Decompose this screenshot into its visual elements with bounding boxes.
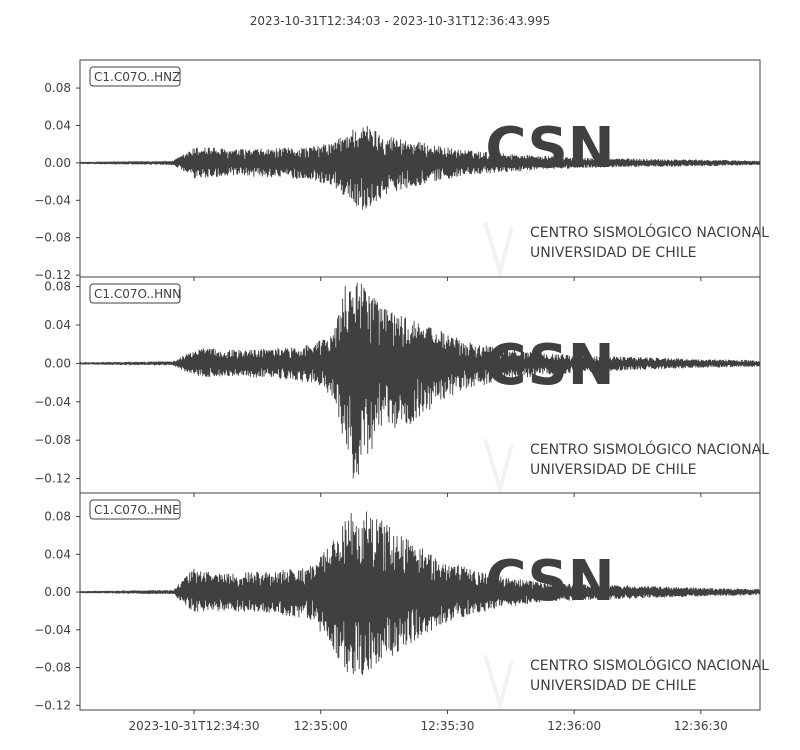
watermark-logo-text: CSN <box>485 549 614 614</box>
watermark-line2: UNIVERSIDAD DE CHILE <box>530 678 697 694</box>
x-axis: 2023-10-31T12:34:30 12:35:00 12:35:30 12:36… <box>129 719 728 733</box>
y-tick-label: 0.00 <box>44 156 71 170</box>
channel-label: C1.C07O..HNZ <box>89 66 181 87</box>
x-tick-label: 12:35:00 <box>294 719 348 733</box>
channel-label-box <box>89 499 181 520</box>
y-tick-label: −0.12 <box>34 268 71 282</box>
channel-label-text: C1.C07O..HNZ <box>94 70 180 84</box>
y-tick-label: 0.08 <box>44 510 71 524</box>
panel-2: CSN CENTRO SISMOLÓGICO NACIONAL UNIVERSIDA… <box>34 492 769 714</box>
y-tick-label: 0.04 <box>44 118 71 132</box>
channel-label-box <box>89 66 181 87</box>
panel-0: CSN CENTRO SISMOLÓGICO NACIONAL UNIVERSIDA… <box>34 59 769 282</box>
channel-label-text: C1.C07O..HNE <box>94 503 180 517</box>
x-tick-label: 12:35:30 <box>421 719 475 733</box>
y-tick-label: 0.04 <box>44 318 71 332</box>
panel-frame <box>79 492 761 711</box>
y-tick-label: −0.04 <box>34 395 71 409</box>
y-tick-label: 0.08 <box>44 280 71 294</box>
y-tick-label: −0.12 <box>34 698 71 712</box>
y-tick-label: 0.00 <box>44 356 71 370</box>
waveform-trace <box>79 282 761 479</box>
x-tick-label: 12:36:30 <box>674 719 728 733</box>
watermark-line1: CENTRO SISMOLÓGICO NACIONAL <box>530 656 769 674</box>
channel-label: C1.C07O..HNE <box>89 499 181 520</box>
watermark-line1: CENTRO SISMOLÓGICO NACIONAL <box>530 440 769 458</box>
x-tick-label: 12:36:00 <box>547 719 601 733</box>
y-tick-label: −0.04 <box>34 193 71 207</box>
x-tick-label: 2023-10-31T12:34:30 <box>129 719 260 733</box>
y-tick-label: −0.12 <box>34 472 71 486</box>
watermark-w-mark <box>483 438 514 497</box>
waveform-trace <box>79 511 761 676</box>
y-tick-label: 0.04 <box>44 547 71 561</box>
watermark-logo-text: CSN <box>485 116 614 181</box>
y-tick-label: 0.00 <box>44 585 71 599</box>
watermark-w-mark <box>483 654 514 713</box>
watermark-logo: CSN CENTRO SISMOLÓGICO NACIONAL UNIVERSIDA… <box>483 116 769 280</box>
watermark-logo: CSN CENTRO SISMOLÓGICO NACIONAL UNIVERSIDA… <box>483 549 769 713</box>
y-tick-label: −0.08 <box>34 661 71 675</box>
waveform-trace <box>79 125 761 210</box>
y-tick-label: −0.04 <box>34 623 71 637</box>
channel-label-text: C1.C07O..HNN <box>94 287 181 301</box>
y-tick-label: 0.08 <box>44 81 71 95</box>
watermark-line2: UNIVERSIDAD DE CHILE <box>530 462 697 478</box>
watermark-line1: CENTRO SISMOLÓGICO NACIONAL <box>530 223 769 241</box>
panels-layer: CSN CENTRO SISMOLÓGICO NACIONAL UNIVERSIDA… <box>34 59 769 714</box>
watermark-line2: UNIVERSIDAD DE CHILE <box>530 245 697 261</box>
watermark-w-mark <box>483 221 514 280</box>
channel-label: C1.C07O..HNN <box>89 283 181 304</box>
y-tick-label: −0.08 <box>34 231 71 245</box>
y-tick-label: −0.08 <box>34 433 71 447</box>
figure-title: 2023-10-31T12:34:03 - 2023-10-31T12:36:4… <box>250 14 551 28</box>
channel-label-box <box>89 283 181 304</box>
